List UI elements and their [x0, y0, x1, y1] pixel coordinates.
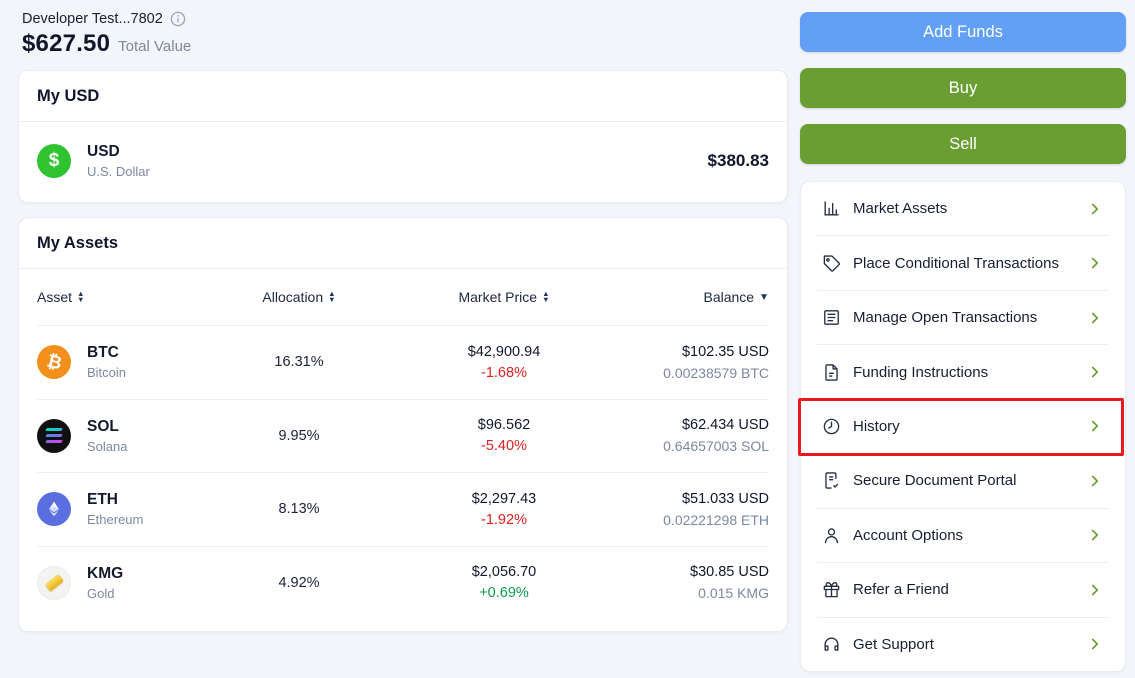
- price-change: -5.40%: [481, 438, 527, 455]
- balance-asset: 0.00238579 BTC: [663, 364, 769, 381]
- menu-item-account-options[interactable]: Account Options: [817, 507, 1109, 562]
- sell-button[interactable]: Sell: [800, 124, 1126, 164]
- chevron-right-icon: [1086, 581, 1104, 599]
- market-price: $2,056.70: [471, 564, 537, 581]
- sort-header-allocation[interactable]: Allocation ▲ ▼: [262, 289, 336, 305]
- portfolio-header: Developer Test...7802 $627.50 Total Valu…: [22, 11, 191, 58]
- sort-header-market-price[interactable]: Market Price ▲ ▼: [458, 289, 550, 305]
- chevron-right-icon: [1086, 472, 1104, 490]
- market-price: $42,900.94: [467, 343, 541, 360]
- chevron-right-icon: [1086, 200, 1104, 218]
- usd-symbol: USD: [87, 143, 120, 160]
- add-funds-button[interactable]: Add Funds: [800, 12, 1126, 52]
- my-assets-card: My Assets Asset ▲ ▼ Allocation ▲ ▼ Market …: [18, 217, 788, 632]
- balance-usd: $51.033 USD: [681, 490, 769, 507]
- headset-icon: [822, 635, 841, 654]
- person-icon: [822, 526, 841, 545]
- chevron-right-icon: [1086, 417, 1104, 435]
- buy-button[interactable]: Buy: [800, 68, 1126, 108]
- chevron-right-icon: [1086, 254, 1104, 272]
- allocation-value: 8.13%: [278, 501, 320, 518]
- sort-both-icon: ▲ ▼: [328, 289, 336, 304]
- menu-item-funding-instructions[interactable]: Funding Instructions: [817, 344, 1109, 398]
- chevron-right-icon: [1086, 635, 1104, 653]
- clock-icon: [822, 417, 841, 436]
- assets-table-header: Asset ▲ ▼ Allocation ▲ ▼ Market Price ▲ ▼ B…: [19, 269, 787, 325]
- tag-icon: [822, 254, 841, 273]
- info-icon[interactable]: [170, 11, 186, 27]
- btc-icon: ₿: [37, 345, 71, 380]
- menu-item-manage-open-transactions[interactable]: Manage Open Transactions: [817, 289, 1109, 344]
- chevron-right-icon: [1086, 526, 1104, 544]
- usd-name: U.S. Dollar: [87, 164, 150, 179]
- balance-usd: $62.434 USD: [681, 417, 769, 434]
- total-value: $627.50: [22, 30, 111, 57]
- sort-both-icon: ▲ ▼: [542, 289, 550, 304]
- assets-card-title: My Assets: [19, 218, 787, 269]
- menu-item-secure-document-portal[interactable]: Secure Document Portal: [817, 453, 1109, 507]
- sol-icon: [37, 418, 71, 453]
- gift-icon: [822, 580, 841, 599]
- price-change: -1.92%: [481, 511, 527, 528]
- menu-item-get-support[interactable]: Get Support: [817, 616, 1109, 671]
- my-usd-card: My USD $ USD U.S. Dollar $380.83: [18, 70, 788, 203]
- price-change: +0.69%: [479, 585, 529, 602]
- gold-bar-icon: [37, 565, 71, 600]
- document-check-icon: [822, 471, 841, 490]
- bar-chart-icon: [822, 199, 841, 218]
- table-row-kmg[interactable]: KMG Gold 4.92% $2,056.70 +0.69% $30.85 U…: [37, 545, 769, 620]
- menu-item-refer-a-friend[interactable]: Refer a Friend: [817, 562, 1109, 616]
- balance-asset: 0.64657003 SOL: [663, 438, 769, 455]
- table-row-eth[interactable]: ETH Ethereum 8.13% $2,297.43 -1.92% $51.…: [37, 472, 769, 546]
- sort-both-icon: ▲ ▼: [77, 289, 85, 304]
- actions-menu: Market Assets Place Conditional Transact…: [800, 181, 1126, 672]
- allocation-value: 4.92%: [278, 574, 320, 591]
- list-box-icon: [822, 308, 841, 327]
- usd-card-title: My USD: [19, 71, 787, 122]
- allocation-value: 9.95%: [278, 427, 320, 444]
- balance-usd: $102.35 USD: [681, 343, 769, 360]
- menu-item-history[interactable]: History: [817, 398, 1109, 453]
- chevron-right-icon: [1086, 363, 1104, 381]
- sort-header-balance[interactable]: Balance ▼: [703, 289, 770, 305]
- account-name: Developer Test...7802: [22, 11, 163, 27]
- sort-header-asset[interactable]: Asset ▲ ▼: [37, 289, 85, 305]
- market-price: $2,297.43: [471, 490, 537, 507]
- price-change: -1.68%: [481, 364, 527, 381]
- chevron-right-icon: [1086, 309, 1104, 327]
- market-price: $96.562: [477, 417, 531, 434]
- menu-item-market-assets[interactable]: Market Assets: [817, 182, 1109, 235]
- table-row-sol[interactable]: SOL Solana 9.95% $96.562 -5.40% $62.434 …: [37, 398, 769, 473]
- document-icon: [822, 363, 841, 382]
- table-row-btc[interactable]: ₿ BTC Bitcoin 16.31% $42,900.94 -1.68% $…: [37, 325, 769, 399]
- usd-coin-icon: $: [37, 144, 71, 178]
- eth-icon: [37, 492, 71, 527]
- menu-item-place-conditional-transactions[interactable]: Place Conditional Transactions: [817, 235, 1109, 289]
- sort-desc-icon: ▼: [759, 291, 769, 303]
- usd-row[interactable]: $ USD U.S. Dollar $380.83: [19, 122, 787, 200]
- balance-asset: 0.02221298 ETH: [663, 511, 769, 528]
- allocation-value: 16.31%: [274, 354, 324, 371]
- balance-usd: $30.85 USD: [690, 564, 769, 581]
- usd-balance: $380.83: [707, 151, 769, 170]
- balance-asset: 0.015 KMG: [698, 585, 769, 602]
- total-value-label: Total Value: [118, 38, 192, 55]
